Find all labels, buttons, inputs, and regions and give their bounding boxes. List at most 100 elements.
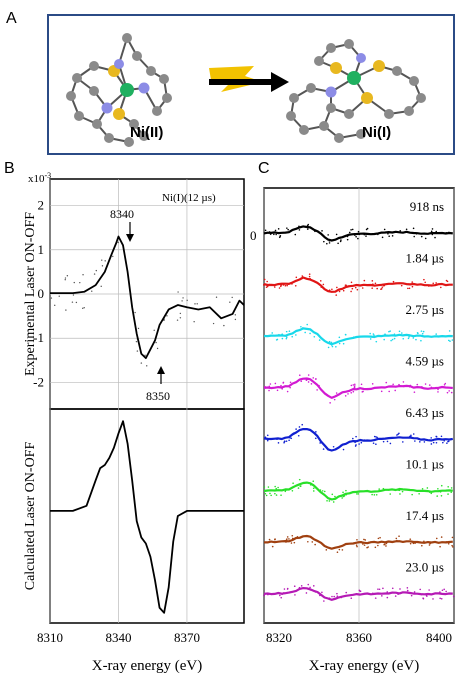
- c-series-label: 17.4 µs: [405, 508, 444, 523]
- c-noise-point: [442, 441, 444, 444]
- c-series-label: 1.84 µs: [405, 251, 444, 266]
- b-x-tick-label: 8340: [105, 630, 131, 645]
- c-noise-point: [439, 597, 441, 600]
- b-top-noise-point: [146, 365, 148, 367]
- c-noise-point: [350, 229, 352, 231]
- c-noise-point: [413, 391, 416, 393]
- c-noise-point: [366, 546, 368, 549]
- b-top-noise-point: [177, 291, 179, 293]
- c-noise-point: [341, 497, 343, 499]
- c-noise-point: [355, 444, 357, 446]
- c-noise-point: [357, 493, 360, 495]
- c-noise-point: [277, 228, 280, 230]
- c-noise-point: [391, 587, 394, 590]
- b-top-noise-point: [186, 299, 188, 302]
- b-y-tick-label: 0: [38, 286, 45, 301]
- c-noise-point: [342, 289, 345, 292]
- c-noise-point: [364, 539, 367, 541]
- c-noise-point: [350, 597, 353, 600]
- c-noise-point: [279, 234, 282, 237]
- c-noise-point: [283, 588, 286, 590]
- c-noise-point: [350, 281, 353, 284]
- c-noise-point: [264, 492, 267, 495]
- b-top-noise-point: [64, 277, 67, 279]
- c-noise-point: [321, 490, 324, 492]
- c-noise-point: [412, 227, 415, 230]
- c-noise-point: [352, 437, 354, 440]
- c-noise-point: [348, 231, 351, 234]
- c-noise-point: [329, 402, 331, 404]
- c-noise-point: [355, 544, 358, 547]
- c-noise-point: [406, 587, 409, 589]
- b-top-noise-point: [72, 294, 75, 296]
- c-noise-point: [331, 595, 333, 598]
- c-noise-point: [322, 283, 325, 286]
- panel-label-b: B: [4, 160, 15, 177]
- c-noise-point: [295, 334, 297, 336]
- c-noise-point: [277, 442, 280, 444]
- c-noise-point: [314, 437, 317, 440]
- c-noise-point: [439, 545, 441, 548]
- c-noise-point: [286, 587, 289, 590]
- b-top-noise-point: [54, 304, 56, 307]
- c-noise-point: [401, 490, 404, 493]
- c-noise-point: [299, 485, 302, 488]
- c-noise-point: [408, 336, 410, 338]
- c-noise-point: [446, 391, 449, 394]
- c-noise-point: [369, 332, 371, 335]
- c-series-label: 6.43 µs: [405, 405, 444, 420]
- c-noise-point: [345, 489, 347, 492]
- c-noise-point: [274, 492, 276, 495]
- c-noise-point: [381, 595, 383, 597]
- c-noise-point: [331, 493, 334, 496]
- c-noise-point: [443, 588, 445, 591]
- b-x-tick-label: 8370: [174, 630, 200, 645]
- c-noise-point: [351, 287, 354, 290]
- c-noise-point: [287, 228, 289, 231]
- c-noise-point: [327, 234, 329, 236]
- c-noise-point: [280, 596, 283, 599]
- c-noise-point: [432, 441, 435, 444]
- c-noise-point: [339, 240, 342, 243]
- b-top-noise-point: [91, 290, 93, 292]
- b-top-noise-point: [137, 327, 140, 330]
- c-noise-point: [300, 380, 303, 383]
- c-noise-point: [350, 384, 353, 387]
- c-noise-point: [391, 235, 394, 237]
- c-noise-point: [448, 390, 450, 392]
- c-noise-point: [318, 339, 321, 341]
- c-noise-point: [430, 492, 433, 495]
- b-top-noise-point: [156, 347, 159, 350]
- c-noise-point: [265, 494, 268, 497]
- c-noise-point: [332, 501, 335, 503]
- c-noise-point: [328, 242, 331, 244]
- c-noise-point: [444, 382, 447, 385]
- b-top-noise-point: [181, 300, 183, 302]
- c-noise-point: [418, 492, 420, 495]
- c-noise-point: [411, 281, 414, 283]
- c-noise-point: [358, 443, 360, 445]
- c-noise-point: [298, 478, 301, 481]
- c-noise-point: [332, 445, 335, 448]
- c-noise-point: [338, 336, 341, 339]
- c-noise-point: [301, 423, 304, 426]
- c-noise-point: [440, 484, 443, 487]
- c-noise-point: [353, 385, 356, 387]
- panel-label-a: A: [6, 10, 17, 27]
- c-series: 2.75 µs: [263, 302, 454, 349]
- b-y-tick-label: -1: [33, 330, 44, 345]
- c-noise-point: [305, 592, 308, 594]
- c-noise-point: [434, 236, 436, 239]
- c-noise-point: [373, 435, 376, 438]
- c-noise-point: [428, 384, 431, 386]
- c-noise-point: [276, 389, 279, 392]
- c-noise-point: [411, 493, 413, 496]
- c-noise-point: [344, 284, 347, 286]
- c-noise-point: [430, 443, 433, 445]
- c-noise-point: [288, 330, 291, 332]
- c-noise-point: [322, 448, 325, 450]
- c-noise-point: [291, 489, 294, 492]
- c-noise-point: [380, 288, 382, 291]
- c-noise-point: [420, 235, 423, 238]
